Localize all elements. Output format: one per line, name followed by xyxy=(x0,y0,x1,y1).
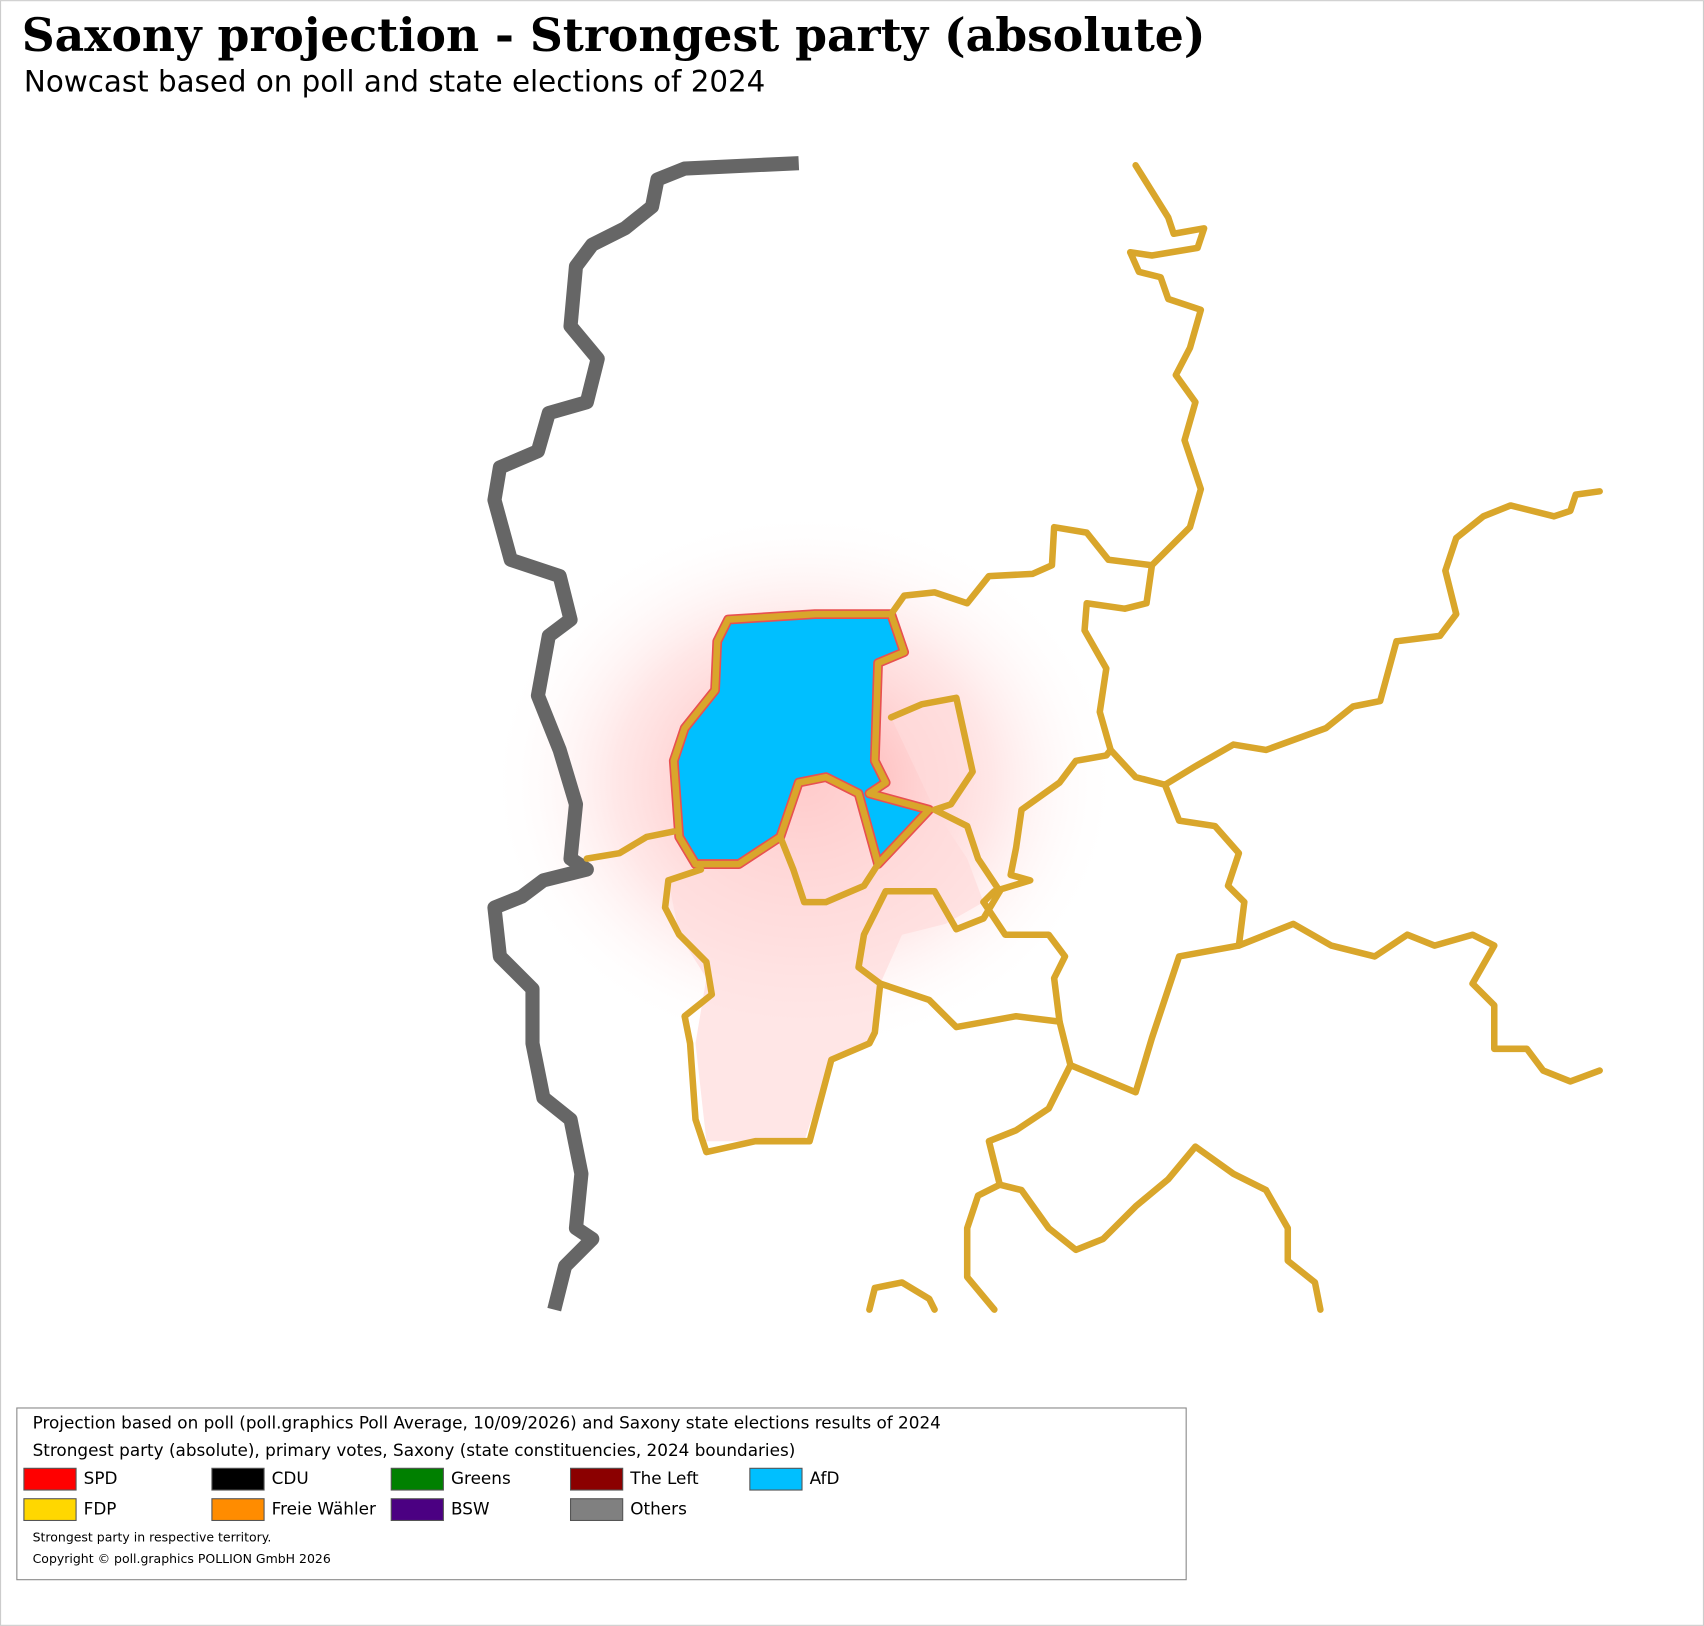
legend-swatch xyxy=(23,1467,77,1491)
title: Saxony projection - Strongest party (abs… xyxy=(22,8,1206,62)
legend-note: Strongest party in respective territory. xyxy=(33,1529,272,1544)
legend-swatch xyxy=(23,1498,77,1522)
legend-heading: Strongest party (absolute), primary vote… xyxy=(33,1440,796,1460)
state-border xyxy=(487,156,800,1312)
legend-swatch xyxy=(390,1498,444,1522)
legend-label: Greens xyxy=(451,1468,511,1488)
legend-swatch xyxy=(211,1467,265,1491)
legend-label: The Left xyxy=(629,1468,699,1488)
map xyxy=(487,156,1603,1313)
legend-label: Others xyxy=(630,1499,687,1519)
legend-swatch xyxy=(211,1498,265,1522)
legend-label: FDP xyxy=(84,1499,117,1519)
legend-swatch xyxy=(390,1467,444,1491)
legend-box xyxy=(16,1407,1187,1581)
legend-label: SPD xyxy=(84,1468,118,1488)
adjacent-region xyxy=(668,697,984,1142)
legend-label: AfD xyxy=(810,1468,840,1488)
legend: Projection based on poll (poll.graphics … xyxy=(16,1407,1187,1581)
constituency-borders xyxy=(583,162,1603,1313)
legend-heading: Projection based on poll (poll.graphics … xyxy=(33,1413,941,1433)
legend-label: BSW xyxy=(451,1499,490,1519)
legend-note: Copyright © poll.graphics POLLION GmbH 2… xyxy=(33,1551,331,1566)
legend-swatch xyxy=(749,1467,803,1491)
subtitle: Nowcast based on poll and state election… xyxy=(24,64,765,98)
legend-label: CDU xyxy=(272,1468,309,1488)
constituency-border xyxy=(670,610,933,868)
legend-swatch xyxy=(569,1498,624,1522)
legend-swatch xyxy=(569,1467,624,1491)
legend-label: Freie Wähler xyxy=(272,1499,376,1519)
